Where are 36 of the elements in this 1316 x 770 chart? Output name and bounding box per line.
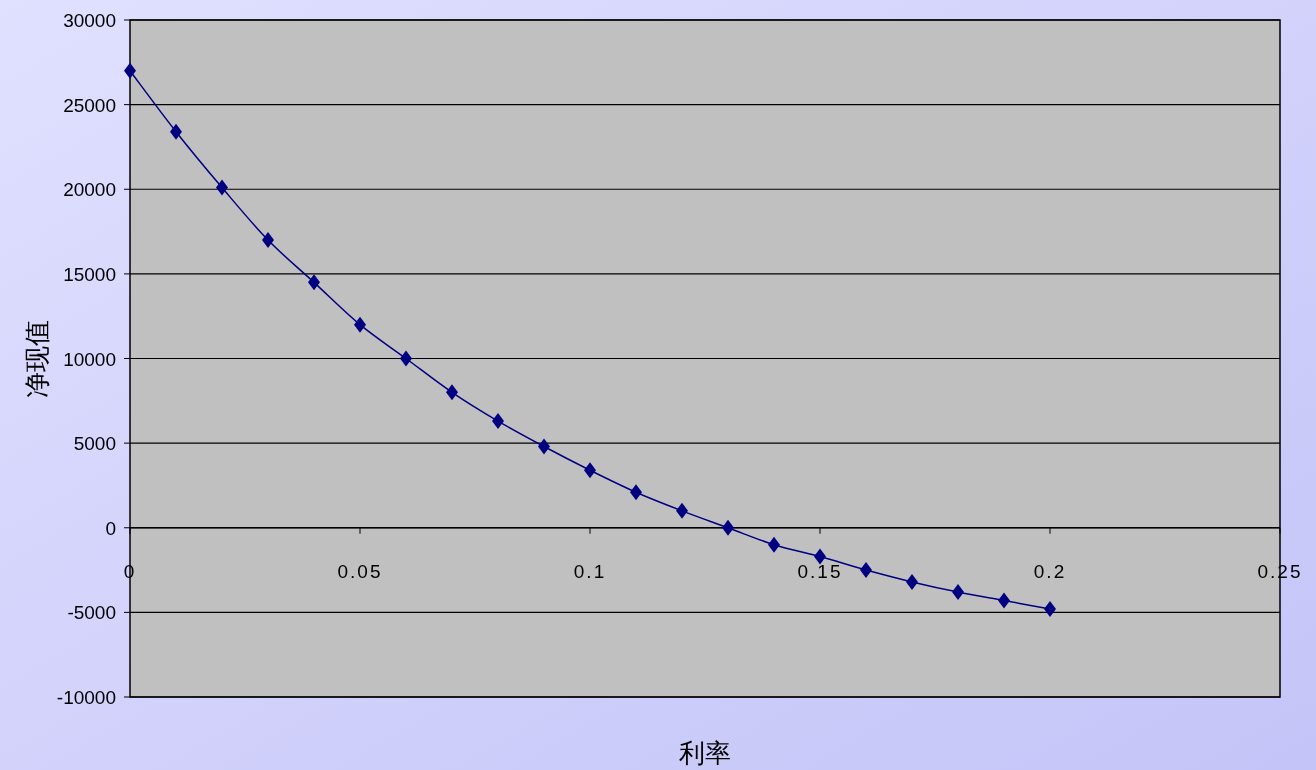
point: [860, 562, 872, 579]
point: [170, 123, 182, 140]
y-tick-label: 15000: [63, 263, 116, 285]
point: [906, 573, 918, 590]
y-axis-title: 净现值: [22, 319, 52, 398]
point: [814, 548, 826, 565]
x-tick-label: 0.2: [1033, 560, 1067, 582]
point: [492, 413, 504, 430]
point: [998, 592, 1010, 609]
y-tick-label: 25000: [63, 94, 116, 116]
y-tick-label: 10000: [63, 348, 116, 370]
x-tick-label: 0.05: [337, 560, 383, 582]
point: [676, 502, 688, 519]
x-tick-label: 0.1: [573, 560, 607, 582]
x-tick-label: 0.15: [797, 560, 843, 582]
point: [768, 536, 780, 553]
point: [262, 232, 274, 249]
point: [400, 350, 412, 367]
point: [952, 584, 964, 601]
y-tick-label: 20000: [63, 179, 116, 201]
x-axis-title: 利率: [679, 738, 731, 768]
point: [124, 62, 136, 79]
point: [216, 179, 228, 196]
point: [1044, 600, 1056, 617]
point: [446, 384, 458, 401]
y-tick-label: 30000: [63, 10, 116, 31]
point: [722, 519, 734, 536]
point: [630, 484, 642, 501]
y-tick-label: -10000: [56, 687, 116, 708]
point: [308, 274, 320, 291]
point: [584, 462, 596, 479]
y-tick-label: -5000: [67, 602, 116, 624]
y-tick-label: 5000: [73, 433, 116, 455]
y-tick-label: 0: [105, 517, 116, 539]
point: [354, 316, 366, 333]
point: [538, 438, 550, 455]
